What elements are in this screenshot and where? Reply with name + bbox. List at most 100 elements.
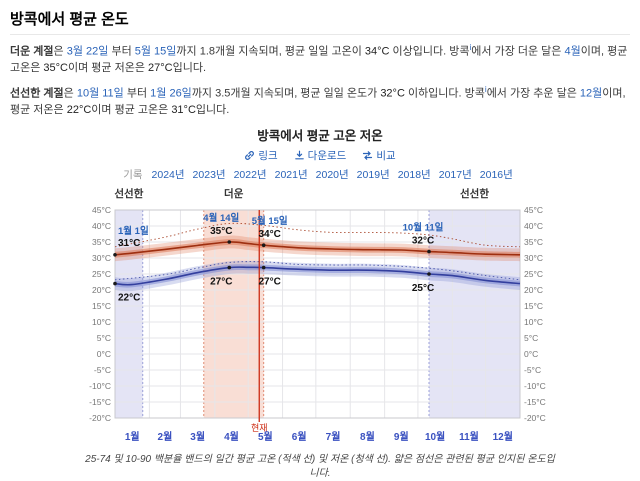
info-icon[interactable]: i bbox=[469, 43, 472, 52]
text-link[interactable]: 5월 15일 bbox=[134, 45, 177, 58]
year-link[interactable]: 2018년 bbox=[397, 169, 431, 182]
text-span: 31°C bbox=[171, 103, 196, 116]
text-span: 이며 평균 고온은 bbox=[91, 103, 172, 116]
text-span: 에서 가장 더운 달은 bbox=[471, 45, 565, 58]
download-icon bbox=[294, 150, 304, 160]
data-point-dot bbox=[227, 240, 232, 245]
data-point-dot bbox=[227, 266, 232, 270]
text-link[interactable]: 10월 11일 bbox=[76, 87, 124, 100]
y-axis-label-left: 0°C bbox=[97, 349, 111, 359]
y-axis-label-left: -10°C bbox=[89, 381, 111, 391]
text-span: 3.5개월 bbox=[215, 87, 251, 100]
y-axis-label-right: 10°C bbox=[524, 317, 543, 327]
month-label[interactable]: 11월 bbox=[459, 431, 479, 443]
y-axis-label-left: 40°C bbox=[92, 221, 111, 231]
month-label[interactable]: 7월 bbox=[326, 431, 341, 443]
text-link[interactable]: 3월 22일 bbox=[66, 45, 109, 58]
y-axis-label-left: 45°C bbox=[92, 205, 111, 215]
link-button[interactable]: 링크 bbox=[244, 148, 278, 163]
high-line bbox=[114, 241, 521, 256]
text-span: 더운 계절 bbox=[10, 45, 54, 58]
annotation-value: 31°C bbox=[118, 238, 140, 249]
text-span: 이며, 평균 저온은 bbox=[10, 87, 626, 116]
link-icon bbox=[245, 151, 255, 161]
series-high bbox=[114, 223, 521, 262]
y-axis-label-right: 0°C bbox=[524, 349, 538, 359]
chart-link-label: 다운로드 bbox=[307, 150, 347, 163]
series-low bbox=[114, 261, 521, 292]
annotation-value: 32°C bbox=[412, 236, 434, 247]
low-line bbox=[114, 266, 521, 286]
year-link[interactable]: 2021년 bbox=[274, 169, 308, 182]
year-link[interactable]: 2017년 bbox=[438, 169, 472, 182]
text-span: 이상입니다. 방콕 bbox=[389, 45, 470, 58]
month-label[interactable]: 4월 bbox=[224, 431, 239, 443]
month-label[interactable]: 12월 bbox=[493, 431, 513, 443]
season-band bbox=[429, 210, 520, 419]
y-axis-label-left: -20°C bbox=[89, 413, 111, 423]
year-link[interactable]: 2023년 bbox=[192, 169, 226, 182]
month-label[interactable]: 5월 bbox=[258, 431, 273, 443]
data-point-dot bbox=[261, 243, 266, 248]
data-point-dot bbox=[427, 272, 431, 277]
month-label[interactable]: 1월 bbox=[125, 431, 140, 443]
hot-season-paragraph: 더운 계절은 3월 22일 부터 5월 15일까지 1.8개월 지속되며, 평균… bbox=[10, 42, 630, 77]
month-labels: 1월 2월 3월 4월 5월 6월 7월 8월 9월 10월 11월 12월 bbox=[125, 431, 513, 443]
season-label: 선선한 bbox=[114, 187, 143, 200]
annotation-date: 5월 15일 bbox=[252, 216, 288, 228]
chart-toolbar: 링크 다운로드 비교 bbox=[10, 148, 630, 163]
text-span: 32°C bbox=[380, 87, 405, 100]
data-point-dot bbox=[427, 250, 431, 254]
text-span: 선선한 계절 bbox=[10, 87, 64, 100]
season-bands: 선선한 더운 선선한 bbox=[114, 187, 521, 419]
annotation-value: 25°C bbox=[412, 283, 434, 294]
text-span: 은 bbox=[53, 45, 67, 58]
perceived-high-line bbox=[114, 223, 521, 248]
now-marker: 현재 bbox=[251, 210, 268, 433]
data-point-dot bbox=[261, 266, 266, 270]
text-link[interactable]: 1월 26일 bbox=[150, 87, 192, 100]
text-span: 부터 bbox=[123, 87, 151, 100]
month-label[interactable]: 10월 bbox=[425, 431, 445, 443]
text-link[interactable]: 12월 bbox=[579, 87, 603, 100]
y-axis-label-left: 15°C bbox=[92, 301, 111, 311]
y-axis-label-right: 30°C bbox=[524, 253, 543, 263]
compare-button[interactable]: 비교 bbox=[362, 148, 396, 163]
y-axis-label-right: 25°C bbox=[524, 269, 543, 279]
text-span: 에서 가장 추운 달은 bbox=[486, 87, 580, 100]
month-label[interactable]: 2월 bbox=[158, 431, 173, 443]
download-button[interactable]: 다운로드 bbox=[294, 148, 347, 163]
chart-link-label: 비교 bbox=[376, 150, 396, 163]
month-label[interactable]: 3월 bbox=[190, 431, 205, 443]
y-axis-label-left: -15°C bbox=[89, 397, 111, 407]
year-link[interactable]: 2019년 bbox=[356, 169, 390, 182]
text-link[interactable]: 4월 bbox=[564, 45, 581, 58]
year-nav: 기록 2024년 2023년 2022년 2021년 2020년 2019년 2018년 201… bbox=[10, 167, 630, 182]
y-axis-label-right: -10°C bbox=[524, 381, 546, 391]
text-span: 부터 bbox=[108, 45, 135, 58]
season-label: 선선한 bbox=[460, 187, 489, 200]
text-span: 까지 bbox=[191, 87, 216, 100]
annotation-value: 35°C bbox=[210, 226, 232, 237]
text-span: 1.8개월 bbox=[199, 45, 236, 58]
y-axis-label-right: 45°C bbox=[524, 205, 543, 215]
year-link[interactable]: 2024년 bbox=[151, 169, 185, 182]
y-axis-label-left: 10°C bbox=[92, 317, 111, 327]
year-link[interactable]: 2016년 bbox=[479, 169, 513, 182]
year-link[interactable]: 2022년 bbox=[233, 169, 267, 182]
y-axis-label-right: 20°C bbox=[524, 285, 543, 295]
month-label[interactable]: 6월 bbox=[292, 431, 307, 443]
year-link[interactable]: 2020년 bbox=[315, 169, 349, 182]
y-axis-label-left: 20°C bbox=[92, 285, 111, 295]
annotation-value: 27°C bbox=[210, 277, 232, 288]
y-axis-label-left: 5°C bbox=[97, 333, 111, 343]
annotation-value: 22°C bbox=[118, 293, 140, 304]
info-icon[interactable]: i bbox=[484, 84, 487, 94]
month-label[interactable]: 9월 bbox=[394, 431, 409, 443]
month-label[interactable]: 8월 bbox=[360, 431, 375, 443]
annotation-date: 10월 11일 bbox=[403, 222, 444, 234]
y-axis-label-right: 35°C bbox=[524, 237, 543, 247]
text-span: 까지 bbox=[176, 45, 200, 58]
